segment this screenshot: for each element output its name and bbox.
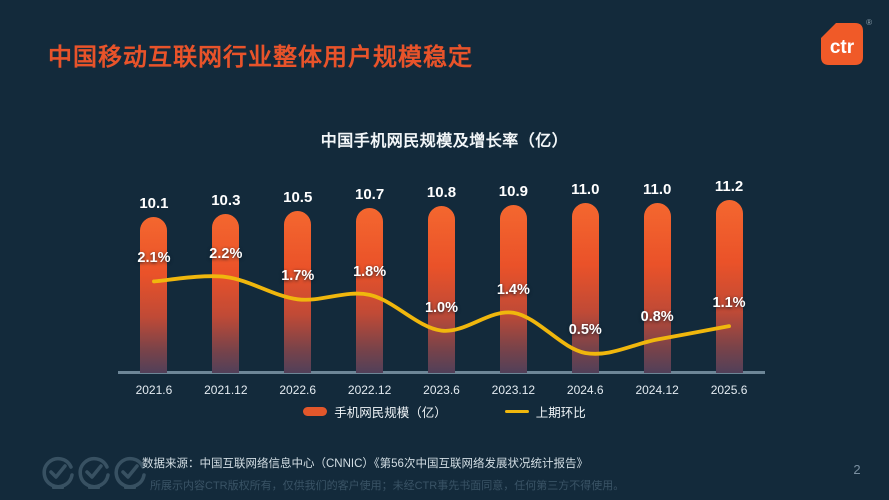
bar — [643, 203, 671, 373]
bar — [571, 203, 599, 373]
legend-bar-label: 手机网民规模（亿） — [334, 406, 447, 420]
x-axis-tick-label: 2022.12 — [347, 383, 392, 397]
x-axis-tick-label: 2024.12 — [635, 383, 679, 397]
growth-rate-label: 0.8% — [640, 308, 674, 325]
bar-value-label: 10.7 — [355, 185, 385, 203]
bar-value-label: 10.3 — [211, 191, 241, 209]
bar — [356, 207, 384, 373]
bar-value-label: 10.5 — [283, 188, 313, 206]
bar — [715, 200, 743, 373]
bar-value-label: 11.0 — [642, 181, 672, 199]
registered-mark: ® — [866, 18, 872, 27]
bar — [428, 206, 455, 373]
certification-watermarks — [38, 453, 146, 493]
chart-title: 中国手机网民规模及增长率（亿） — [320, 133, 569, 150]
bar-value-label: 10.1 — [139, 194, 169, 212]
data-source-text: 数据来源：中国互联网络信息中心（CNNIC）《第56次中国互联网络发展状况统计报… — [142, 458, 588, 470]
x-axis-tick-label: 2024.6 — [566, 383, 604, 397]
chart-legend: 手机网民规模（亿） 上期环比 — [0, 402, 889, 421]
growth-rate-label: 2.1% — [137, 250, 171, 267]
certification-gauge-icon — [42, 456, 74, 489]
bar-value-label: 10.8 — [426, 184, 457, 202]
page-number: 2 — [853, 462, 861, 477]
growth-rate-label: 1.4% — [496, 281, 530, 298]
bar-series-swatch-icon — [303, 407, 328, 416]
bar-value-label: 10.9 — [498, 182, 528, 200]
x-axis-tick-label: 2021.12 — [204, 383, 248, 397]
bar-value-label: 11.2 — [714, 178, 744, 195]
growth-rate-label: 1.8% — [353, 263, 387, 280]
copyright-disclaimer-text: 所展示内容CTR版权所有，仅供我们的客户使用；未经CTR事先书面同意，任何第三方… — [150, 480, 625, 492]
legend-item-bar-series: 手机网民规模（亿） — [303, 402, 447, 421]
legend-item-line-series: 上期环比 — [504, 402, 586, 421]
growth-rate-label: 2.2% — [209, 245, 243, 262]
legend-line-label: 上期环比 — [535, 406, 586, 420]
growth-rate-label: 0.5% — [568, 321, 602, 338]
x-axis-tick-label: 2025.6 — [710, 383, 748, 397]
bar-value-label: 11.0 — [571, 181, 600, 199]
growth-rate-label: 1.7% — [281, 268, 315, 285]
line-series-swatch-icon — [504, 409, 529, 414]
bar — [499, 204, 527, 373]
bar — [284, 210, 312, 373]
certification-gauge-icon — [78, 456, 110, 489]
ctr-logo-icon: ctr — [821, 23, 863, 65]
growth-rate-label: 1.0% — [424, 299, 459, 316]
bar — [140, 216, 168, 373]
growth-rate-label: 1.1% — [712, 295, 746, 312]
bar — [212, 213, 240, 373]
x-axis-tick-label: 2022.6 — [279, 383, 317, 397]
certification-gauge-icon — [114, 456, 146, 489]
x-axis-tick-label: 2023.12 — [491, 383, 536, 397]
ctr-logo: ctr ® — [818, 18, 872, 68]
svg-text:ctr: ctr — [830, 37, 855, 58]
slide-title: 中国移动互联网行业整体用户规模稳定 — [48, 44, 473, 71]
x-axis-tick-label: 2021.6 — [135, 383, 173, 397]
x-axis-tick-label: 2023.6 — [423, 383, 460, 397]
